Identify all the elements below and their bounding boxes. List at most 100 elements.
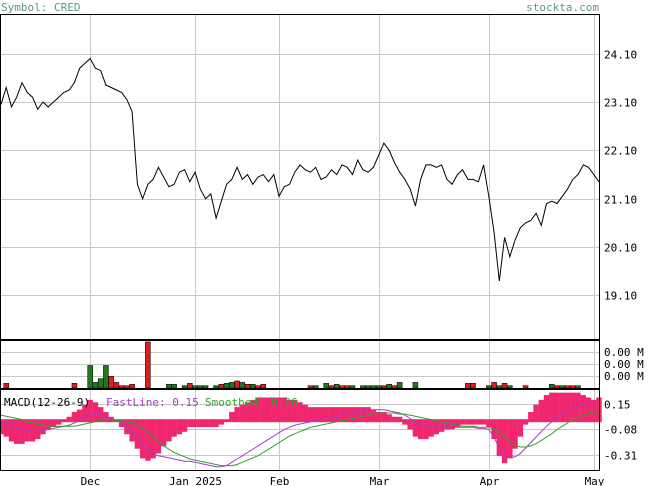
macd-histogram-bar xyxy=(271,397,277,423)
volume-bar xyxy=(171,383,177,389)
volume-panel-frame xyxy=(0,340,600,389)
macd-histogram-bar xyxy=(517,419,524,437)
macd-histogram-bar xyxy=(160,419,167,447)
volume-bar xyxy=(145,341,151,389)
volume-y-tick-label: 0.00 M xyxy=(604,370,644,383)
volume-bar xyxy=(344,385,350,389)
macd-y-tick-label: -0.08 xyxy=(604,424,637,437)
volume-bar xyxy=(575,385,581,389)
macd-histogram-bar xyxy=(428,419,434,437)
macd-histogram-bar xyxy=(507,419,513,459)
volume-bar xyxy=(187,383,193,389)
volume-bar xyxy=(307,385,314,389)
volume-bar xyxy=(229,382,235,389)
macd-panel-frame xyxy=(0,389,600,471)
macd-histogram-bar xyxy=(87,399,93,423)
volume-bar xyxy=(197,385,204,389)
volume-bar xyxy=(202,385,209,389)
macd-histogram-bar xyxy=(396,416,403,423)
macd-histogram-bar xyxy=(8,419,15,442)
macd-histogram-bar xyxy=(56,419,62,425)
macd-histogram-bar xyxy=(213,419,219,428)
macd-histogram-bar xyxy=(470,419,476,425)
volume-bar xyxy=(213,385,219,389)
x-tick-label: Mar xyxy=(370,475,390,486)
volume-bar xyxy=(113,382,120,389)
macd-histogram-bar xyxy=(250,399,256,423)
volume-bar xyxy=(87,365,93,389)
macd-histogram-bar xyxy=(50,419,57,428)
macd-histogram-bar xyxy=(386,414,392,423)
macd-histogram-bar xyxy=(71,411,78,423)
site-label[interactable]: stockta.com xyxy=(526,1,599,14)
macd-histogram-bar xyxy=(375,411,382,423)
volume-bar xyxy=(239,382,246,389)
macd-histogram-bar xyxy=(465,419,471,425)
volume-bar xyxy=(391,385,398,389)
macd-histogram-bar xyxy=(433,419,440,435)
macd-histogram-bar xyxy=(187,419,193,428)
volume-bar xyxy=(166,383,172,389)
macd-histogram-bar xyxy=(585,397,592,423)
macd-histogram-bar xyxy=(543,395,550,423)
volume-grid xyxy=(1,341,599,388)
macd-histogram-bar xyxy=(564,392,571,423)
macd-histogram-bar xyxy=(197,419,204,428)
macd-histogram-bar xyxy=(171,419,177,437)
volume-bar xyxy=(244,383,251,389)
volume-bar xyxy=(3,383,9,389)
volume-bar xyxy=(129,383,135,389)
macd-y-tick-label: -0.31 xyxy=(604,450,637,463)
macd-histogram-bar xyxy=(14,419,20,444)
volume-bar xyxy=(522,385,529,389)
macd-histogram-bar xyxy=(19,419,25,444)
macd-y-axis: 0.15 -0.08 -0.31 xyxy=(604,399,637,463)
volume-bar xyxy=(260,383,267,389)
volume-bar xyxy=(365,385,371,389)
volume-bar xyxy=(71,383,78,389)
macd-fast-line xyxy=(0,402,600,468)
macd-histogram-bar xyxy=(339,407,345,423)
volume-bar xyxy=(92,382,99,389)
macd-histogram-bar xyxy=(459,419,466,425)
volume-bar xyxy=(486,385,492,389)
macd-histogram-bar xyxy=(66,416,72,423)
volume-bar xyxy=(549,383,555,389)
macd-histogram-bar xyxy=(218,419,225,425)
x-tick-label: May xyxy=(585,475,605,486)
volume-y-axis: 0.00 M0.00 M0.00 M xyxy=(604,346,644,383)
macd-histogram-bar xyxy=(381,411,387,423)
macd-histogram-bar xyxy=(76,409,83,423)
volume-bar xyxy=(381,385,387,389)
volume-bar xyxy=(564,385,571,389)
macd-histogram-bar xyxy=(549,392,555,423)
price-y-axis: 24.10 23.10 22.10 21.10 20.10 19.10 xyxy=(604,49,637,303)
macd-histogram-bar xyxy=(365,407,371,423)
macd-histogram-bar xyxy=(92,402,99,423)
macd-histogram-bar xyxy=(512,419,518,449)
macd-histogram-bar xyxy=(192,419,198,428)
macd-histogram-bar xyxy=(475,419,482,425)
macd-histogram-bar xyxy=(538,399,544,423)
price-panel: 24.10 23.10 22.10 21.10 20.10 19.10 xyxy=(0,14,637,340)
macd-histogram-bar xyxy=(181,419,188,432)
price-grid xyxy=(1,15,599,339)
macd-histogram-bar xyxy=(166,419,172,442)
price-y-tick-label: 19.10 xyxy=(604,290,637,303)
macd-histogram-bar xyxy=(281,397,287,423)
volume-bar xyxy=(192,385,198,389)
volume-bar xyxy=(118,385,125,389)
volume-bar xyxy=(570,385,576,389)
symbol-label: Symbol: CRED xyxy=(1,1,80,14)
volume-bar xyxy=(312,385,319,389)
volume-bar xyxy=(360,385,366,389)
macd-fast-legend: FastLine: 0.15 xyxy=(106,396,199,409)
macd-histogram-bar xyxy=(82,404,88,423)
macd-histogram-bar xyxy=(150,419,156,459)
macd-histogram-bar xyxy=(328,407,335,423)
macd-histogram-bar xyxy=(318,407,324,423)
macd-histogram-bar xyxy=(444,419,450,430)
macd-histogram-bar xyxy=(276,397,282,423)
x-axis: Dec Jan 2025 Feb Mar Apr May xyxy=(81,475,605,486)
price-panel-frame xyxy=(0,14,600,340)
